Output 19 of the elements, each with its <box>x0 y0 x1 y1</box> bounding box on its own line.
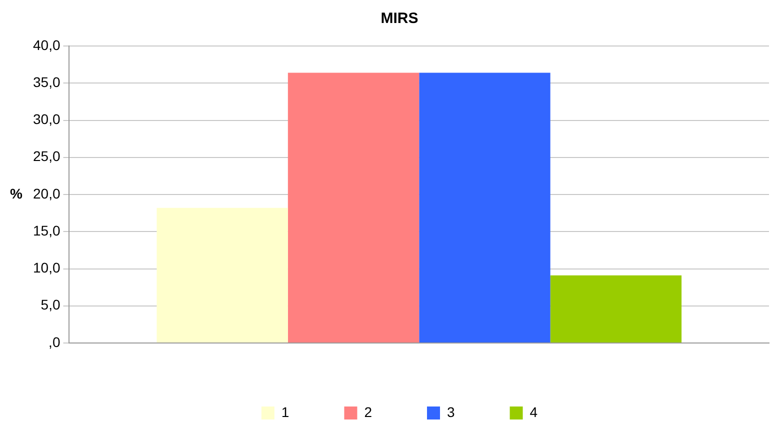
y-tick-label: 15,0 <box>33 222 60 238</box>
y-tick-label: 5,0 <box>40 296 60 313</box>
y-tick-label: 40,0 <box>33 36 60 53</box>
bar <box>156 208 288 342</box>
y-tick-label: 10,0 <box>33 260 60 276</box>
legend-label: 2 <box>364 404 372 420</box>
y-tick-label: 30,0 <box>33 111 60 128</box>
legend-label: 3 <box>447 404 455 420</box>
bar <box>419 72 550 342</box>
bar <box>550 275 682 342</box>
chart-title: MIRS <box>380 10 418 28</box>
y-tick-label: ,0 <box>48 334 60 350</box>
bar <box>288 72 420 342</box>
y-tick-label: 20,0 <box>33 185 60 202</box>
y-axis-title: % <box>10 185 23 202</box>
legend-label: 1 <box>281 404 290 420</box>
y-tick-label: 25,0 <box>33 148 60 164</box>
y-tick-label: 35,0 <box>33 74 60 90</box>
legend-label: 4 <box>530 404 538 420</box>
